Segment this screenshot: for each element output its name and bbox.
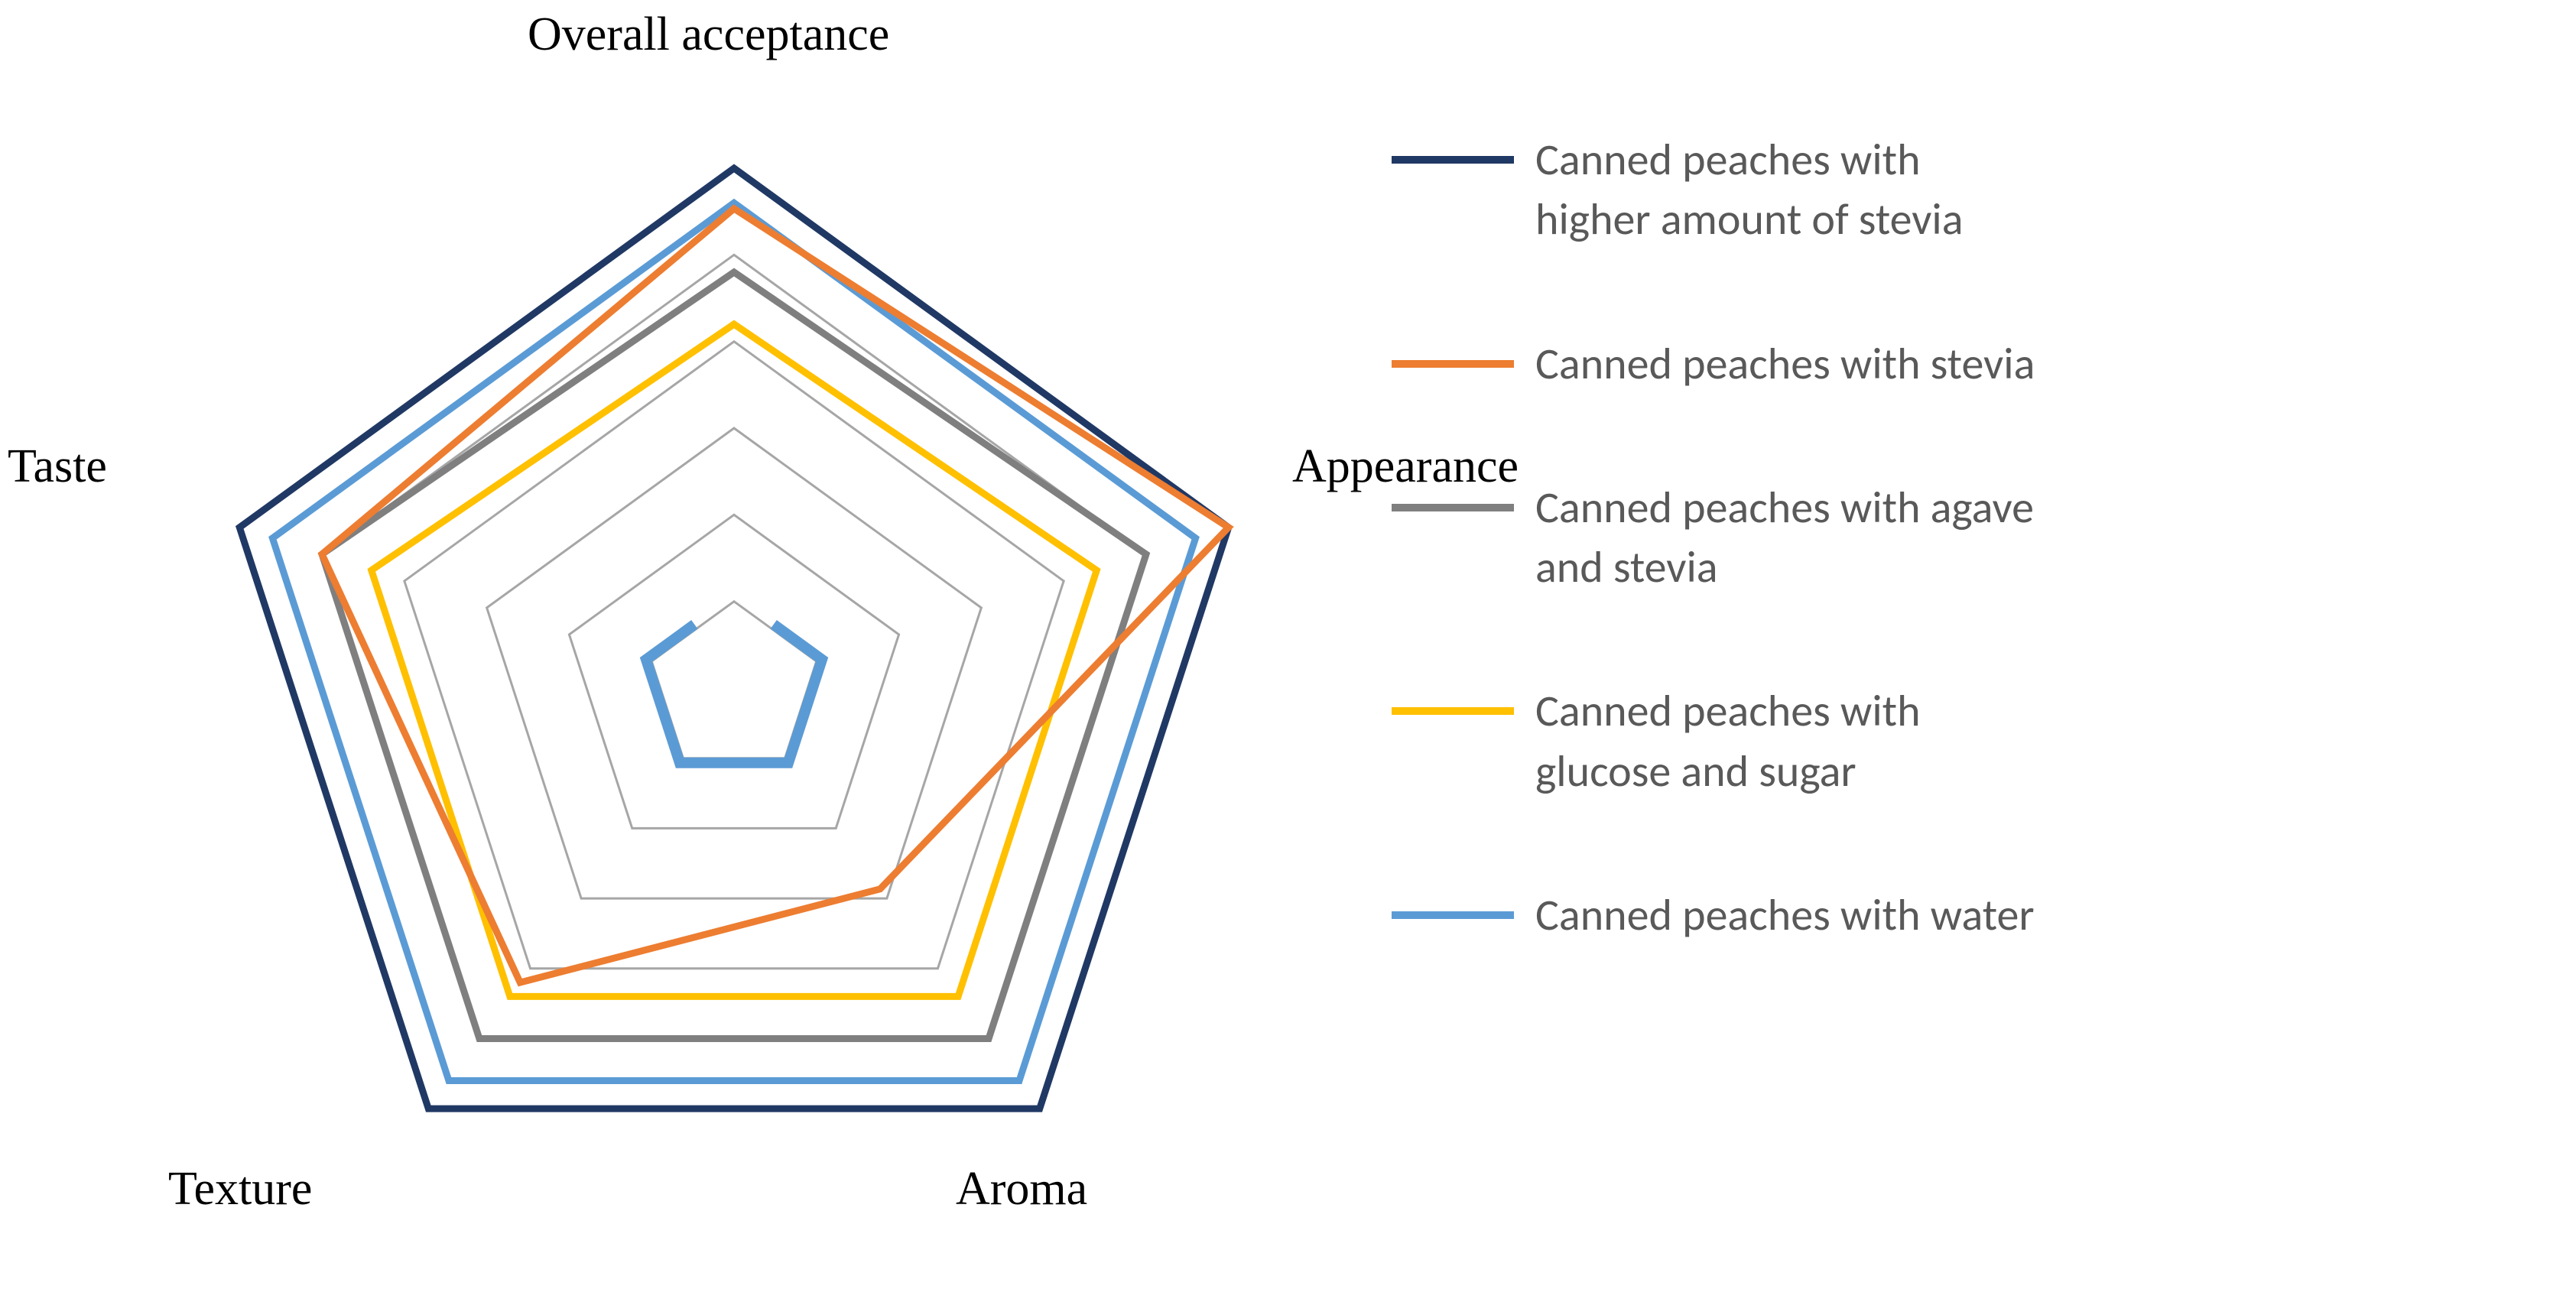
- legend-label: Canned peaches with higher amount of ste…: [1535, 130, 1964, 250]
- axis-label-texture: Texture: [168, 1162, 312, 1216]
- axis-label-appearance: Appearance: [1292, 440, 1519, 494]
- legend-item-higher-stevia: Canned peaches with higher amount of ste…: [1392, 130, 2576, 250]
- legend-swatch: [1392, 504, 1514, 511]
- radar-chart: Overall acceptance Appearance Aroma Text…: [0, 0, 1361, 1315]
- legend-item-stevia: Canned peaches with stevia: [1392, 334, 2576, 394]
- legend-label: Canned peaches with glucose and sugar: [1535, 681, 1921, 801]
- legend-swatch: [1392, 156, 1514, 164]
- legend-label: Canned peaches with stevia: [1535, 334, 2035, 394]
- legend-swatch: [1392, 360, 1514, 368]
- legend: Canned peaches with higher amount of ste…: [1361, 0, 2576, 1029]
- axis-label-aroma: Aroma: [956, 1162, 1087, 1216]
- legend-item-agave-stevia: Canned peaches with agave and stevia: [1392, 478, 2576, 598]
- legend-label: Canned peaches with water: [1535, 885, 2035, 945]
- legend-item-glucose-sugar: Canned peaches with glucose and sugar: [1392, 681, 2576, 801]
- legend-item-water: Canned peaches with water: [1392, 885, 2576, 945]
- legend-label: Canned peaches with agave and stevia: [1535, 478, 2034, 598]
- radar-chart-figure: Overall acceptance Appearance Aroma Text…: [0, 0, 2576, 1315]
- legend-swatch: [1392, 707, 1514, 715]
- axis-label-overall-acceptance: Overall acceptance: [528, 8, 889, 62]
- radar-svg: [0, 0, 1361, 1315]
- legend-swatch: [1392, 911, 1514, 919]
- axis-label-taste: Taste: [8, 440, 107, 494]
